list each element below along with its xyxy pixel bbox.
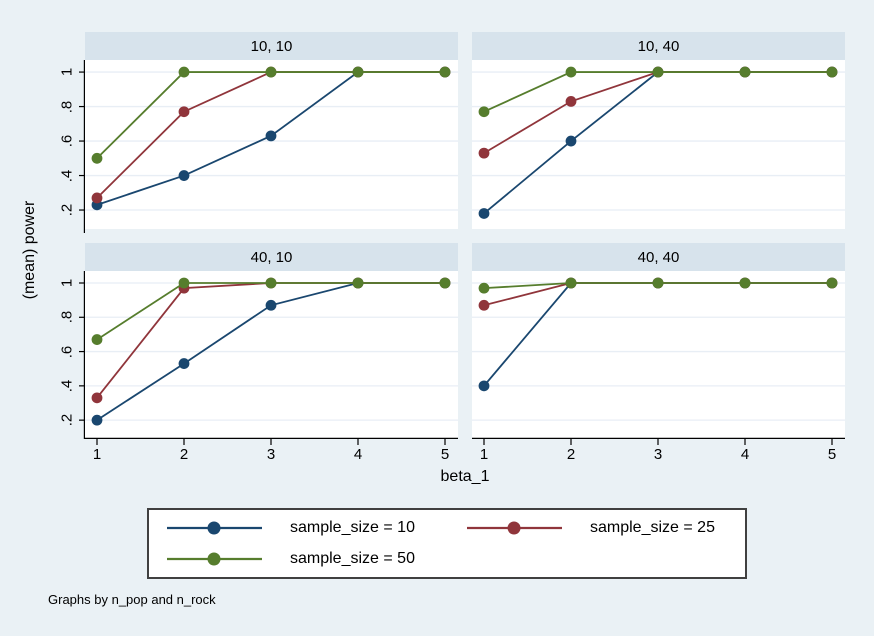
series-sample-size-50 <box>91 66 451 164</box>
data-point-marker <box>478 147 490 159</box>
legend-label: sample_size = 25 <box>590 519 715 536</box>
legend-item: sample_size = 25 <box>467 513 745 543</box>
y-axis-label: (mean) power <box>21 200 38 300</box>
facet-plot-40-10 <box>79 271 458 445</box>
data-point-marker <box>178 66 190 78</box>
data-point-marker <box>739 277 751 289</box>
x-tick-label: 1 <box>479 446 489 463</box>
y-tick-label: .2 <box>58 413 76 427</box>
data-point-marker <box>478 299 490 311</box>
x-tick-label: 1 <box>92 446 102 463</box>
plot-background <box>472 271 845 439</box>
x-tick-label: 4 <box>353 446 363 463</box>
data-point-marker <box>91 392 103 404</box>
data-point-marker <box>439 277 451 289</box>
series-sample-size-50 <box>478 66 838 118</box>
data-point-marker <box>265 299 277 311</box>
data-point-marker <box>352 66 364 78</box>
x-tick-label: 3 <box>266 446 276 463</box>
y-tick-label: .6 <box>58 345 76 358</box>
plot-background <box>472 60 845 229</box>
data-point-marker <box>565 277 577 289</box>
data-point-marker <box>739 66 751 78</box>
data-point-marker <box>652 66 664 78</box>
legend: sample_size = 10 sample_size = 25 sample_s… <box>147 508 747 579</box>
facet-plot-10-40 <box>472 60 845 229</box>
data-point-marker <box>826 66 838 78</box>
legend-item: sample_size = 50 <box>167 544 467 574</box>
legend-key-marker <box>207 521 221 535</box>
series-sample-size-50 <box>478 277 838 294</box>
legend-key-line-marker-icon <box>167 552 262 566</box>
data-point-marker <box>478 106 490 118</box>
data-point-marker <box>478 208 490 219</box>
facet-title-40-10: 40, 10 <box>85 243 458 271</box>
y-tick-label: .6 <box>58 134 76 148</box>
legend-key-line-marker-icon <box>167 521 262 535</box>
data-point-marker <box>178 106 190 118</box>
data-point-marker <box>565 95 577 107</box>
facet-plot-40-40 <box>472 271 845 445</box>
data-point-marker <box>91 152 103 164</box>
data-point-marker <box>265 277 277 289</box>
data-point-marker <box>652 277 664 289</box>
x-tick-label: 5 <box>440 446 450 463</box>
data-point-marker <box>265 130 277 142</box>
data-point-marker <box>265 66 277 78</box>
x-tick-label: 2 <box>566 446 576 463</box>
facet-title-40-40: 40, 40 <box>472 243 845 271</box>
data-point-marker <box>178 277 190 289</box>
legend-label: sample_size = 10 <box>290 519 415 536</box>
facet-title-10-10: 10, 10 <box>85 32 458 60</box>
x-tick-label: 3 <box>653 446 663 463</box>
facet-title-10-40: 10, 40 <box>472 32 845 60</box>
y-tick-label: 1 <box>58 67 76 77</box>
data-point-marker <box>178 358 190 369</box>
y-tick-label: .2 <box>58 203 76 217</box>
legend-key-marker <box>507 521 521 535</box>
graphs-by-note: Graphs by n_pop and n_rock <box>48 592 216 607</box>
facet-plot-10-10 <box>79 60 458 233</box>
y-tick-label: 1 <box>58 278 76 288</box>
data-point-marker <box>565 135 577 147</box>
y-tick-label: .8 <box>58 311 76 324</box>
x-tick-label: 4 <box>740 446 750 463</box>
data-point-marker <box>352 277 364 289</box>
data-point-marker <box>91 192 103 204</box>
data-point-marker <box>91 334 103 345</box>
legend-key-line-marker-icon <box>467 521 562 535</box>
data-point-marker <box>91 414 103 426</box>
data-point-marker <box>478 380 490 392</box>
legend-key-marker <box>207 552 221 566</box>
data-point-marker <box>439 66 451 78</box>
plot-background <box>85 60 458 229</box>
legend-item: sample_size = 10 <box>167 513 467 543</box>
x-tick-label: 5 <box>827 446 837 463</box>
data-point-marker <box>826 277 838 289</box>
plot-background <box>85 271 458 439</box>
legend-label: sample_size = 50 <box>290 550 415 567</box>
y-tick-label: .8 <box>58 100 76 113</box>
x-tick-label: 2 <box>179 446 189 463</box>
y-tick-label: .4 <box>58 379 76 393</box>
data-point-marker <box>178 170 190 181</box>
x-axis-label: beta_1 <box>440 468 490 485</box>
data-point-marker <box>478 282 490 294</box>
y-tick-label: .4 <box>58 169 76 182</box>
series-sample-size-50 <box>91 277 451 345</box>
data-point-marker <box>565 66 577 78</box>
